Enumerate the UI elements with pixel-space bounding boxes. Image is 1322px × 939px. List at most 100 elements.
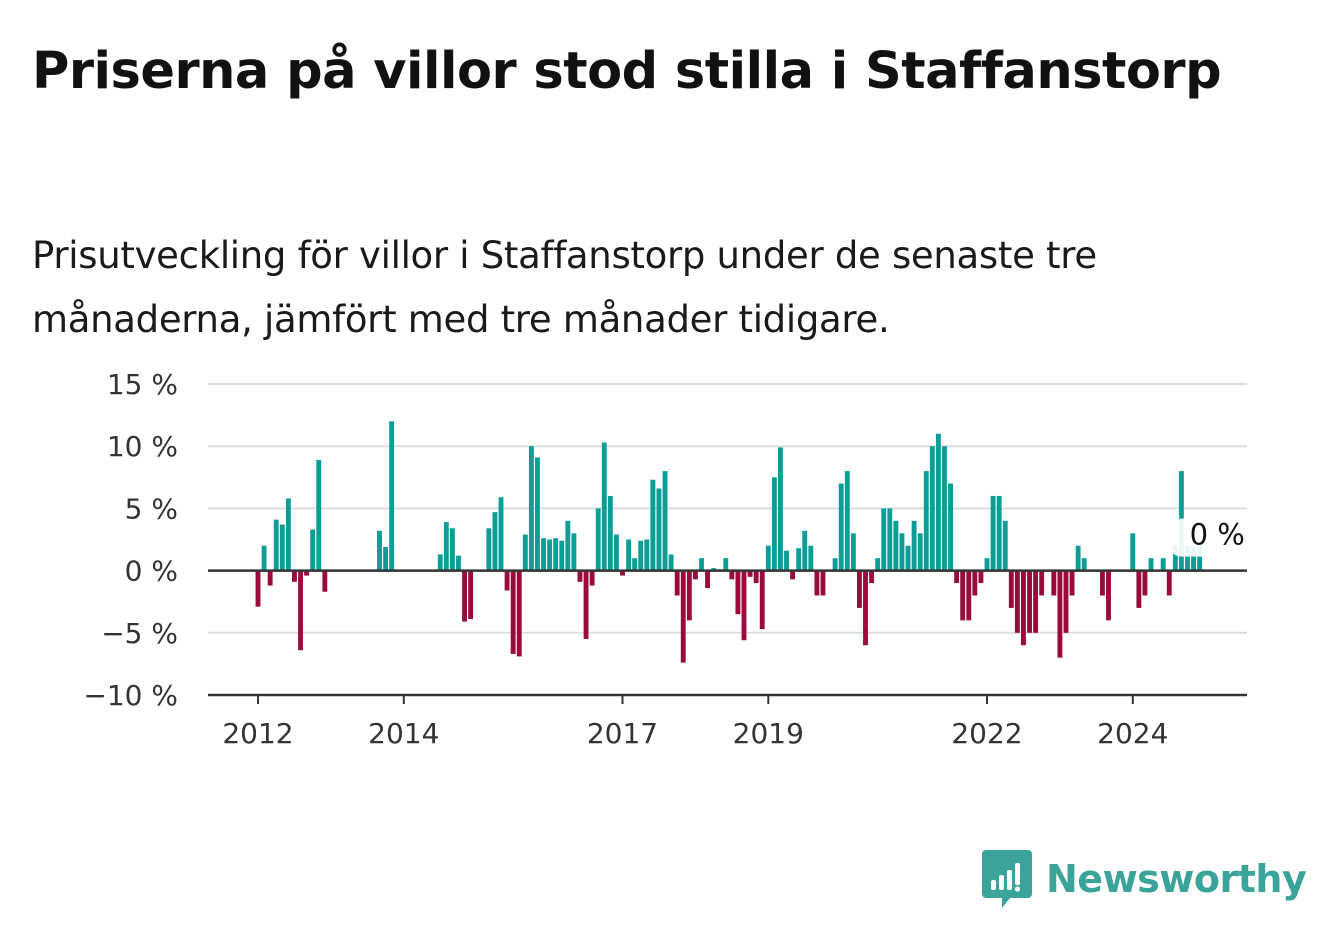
y-tick-label: −5 % xyxy=(101,617,178,650)
bar xyxy=(723,558,729,571)
bar xyxy=(1002,520,1008,571)
bar xyxy=(601,442,607,571)
bar xyxy=(990,495,996,571)
bar xyxy=(620,570,625,576)
bar xyxy=(820,570,826,596)
x-tick-label: 2024 xyxy=(1097,717,1168,750)
y-tick-label: 10 % xyxy=(107,430,178,463)
bar xyxy=(923,471,929,571)
bar xyxy=(650,479,656,571)
bar xyxy=(1039,570,1045,596)
bar xyxy=(1130,533,1136,571)
bar xyxy=(814,570,820,596)
bar xyxy=(1014,570,1020,633)
bar xyxy=(759,570,765,630)
bar xyxy=(802,530,808,571)
bar xyxy=(680,570,686,663)
x-tick-label: 2014 xyxy=(368,717,439,750)
y-tick-label: 5 % xyxy=(125,492,178,525)
bar xyxy=(1008,570,1014,608)
bar xyxy=(632,558,638,571)
last-value-label: 0 % xyxy=(1190,518,1245,552)
bar xyxy=(796,548,802,571)
bar xyxy=(589,570,595,586)
bar xyxy=(279,524,285,571)
bar xyxy=(1172,545,1178,571)
bar xyxy=(935,433,941,571)
bar xyxy=(996,495,1002,571)
bar xyxy=(267,570,273,586)
bar xyxy=(753,570,759,584)
brand-logo: Newsworthy xyxy=(982,850,1307,908)
bar xyxy=(954,570,960,584)
bar xyxy=(486,528,492,571)
bar xyxy=(1197,545,1203,571)
bar xyxy=(449,528,455,571)
bar xyxy=(535,457,540,571)
bar xyxy=(553,538,559,571)
bar xyxy=(765,545,771,571)
bar xyxy=(322,570,328,592)
y-axis-ticks: 15 % 10 % 5 % 0 % −5 % −10 % xyxy=(83,368,178,712)
bar xyxy=(662,471,668,571)
bar xyxy=(899,533,905,571)
bar xyxy=(778,447,783,571)
bar xyxy=(516,570,522,657)
bar xyxy=(978,570,984,584)
bar xyxy=(1185,545,1190,571)
bar xyxy=(304,570,310,576)
bar xyxy=(856,570,862,608)
bar xyxy=(917,533,923,571)
x-tick-label: 2022 xyxy=(951,717,1022,750)
bar xyxy=(747,570,753,577)
bar xyxy=(844,471,850,571)
x-axis-ticks: 2012 2014 2017 2019 2022 2024 xyxy=(222,695,1168,750)
bar xyxy=(261,545,267,571)
bar xyxy=(522,534,528,571)
bar xyxy=(656,488,662,571)
bar xyxy=(1075,545,1081,571)
bar xyxy=(492,512,498,571)
bar xyxy=(377,530,382,571)
y-tick-label: 15 % xyxy=(107,368,178,401)
bar xyxy=(784,550,789,571)
bar xyxy=(729,570,735,580)
bar xyxy=(960,570,966,621)
bar xyxy=(1033,570,1039,633)
y-tick-label: 0 % xyxy=(125,555,178,588)
bar xyxy=(948,483,953,571)
bar xyxy=(1106,570,1111,621)
chart-title: Priserna på villor stod stilla i Staffan… xyxy=(32,42,1222,101)
bar xyxy=(911,520,917,571)
bar xyxy=(905,545,911,571)
bar xyxy=(547,539,553,571)
bar xyxy=(942,446,947,571)
bar xyxy=(383,546,389,571)
bar xyxy=(808,545,814,571)
bar xyxy=(285,498,291,571)
bar xyxy=(790,570,796,580)
bar xyxy=(255,570,261,607)
bar xyxy=(984,558,990,571)
bar xyxy=(1027,570,1032,633)
bar xyxy=(692,570,698,580)
gridlines xyxy=(208,383,1247,634)
bar xyxy=(310,529,316,571)
bar xyxy=(741,570,747,641)
bar xyxy=(668,554,674,571)
bar xyxy=(972,570,978,596)
bar xyxy=(273,519,279,571)
bar xyxy=(607,495,613,571)
y-tick-label: −10 % xyxy=(83,679,178,712)
bar xyxy=(316,459,322,571)
bar xyxy=(389,421,395,571)
bar xyxy=(699,558,704,571)
bar xyxy=(541,538,546,571)
bar xyxy=(1057,570,1063,658)
bar xyxy=(1166,570,1172,596)
x-tick-label: 2012 xyxy=(222,717,293,750)
bar xyxy=(298,570,303,651)
bar xyxy=(887,508,893,571)
bar xyxy=(571,533,577,571)
bar xyxy=(838,483,844,571)
